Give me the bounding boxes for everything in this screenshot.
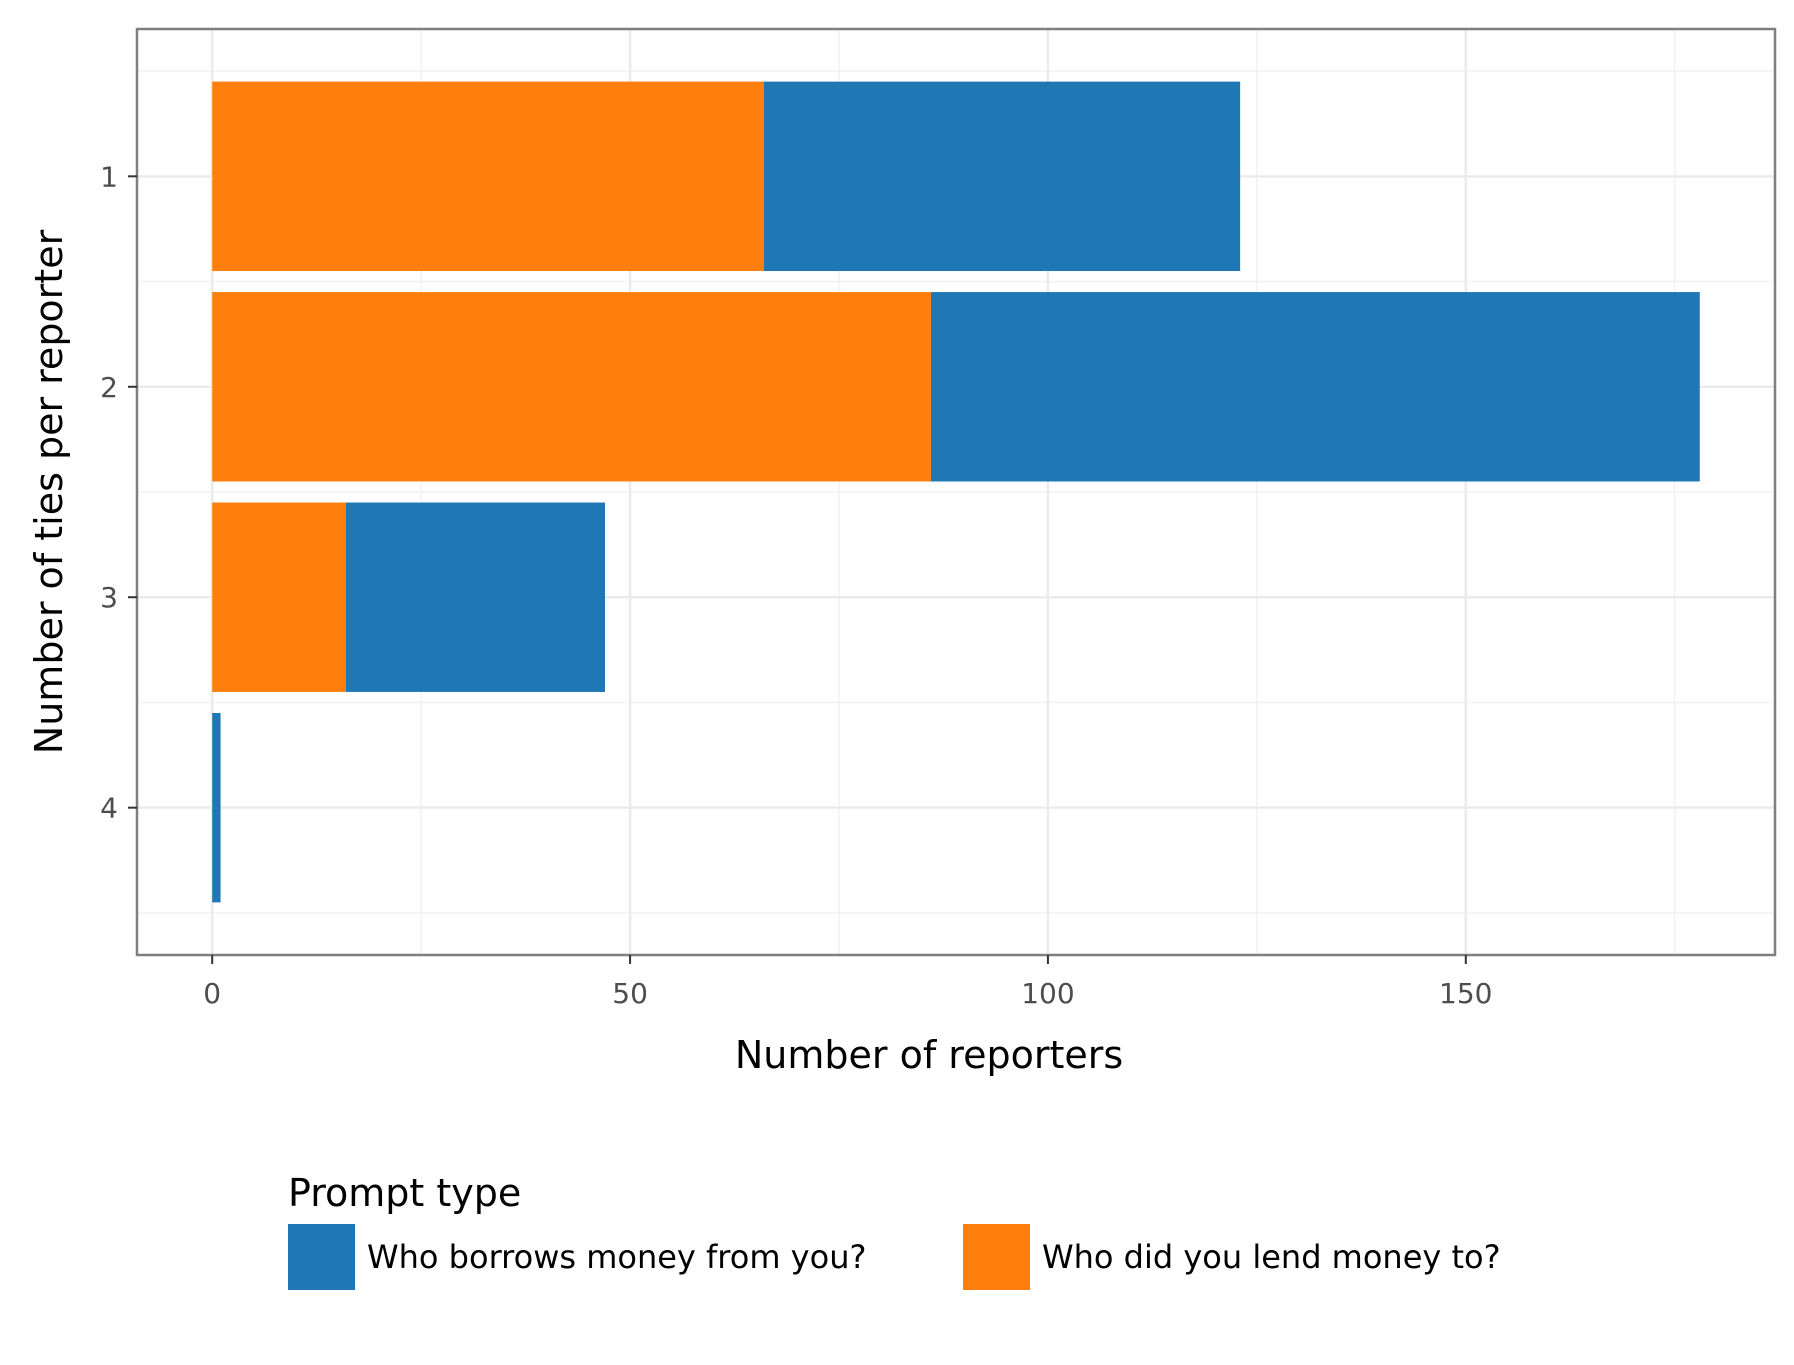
legend: Prompt type Who borrows money from you? …: [288, 1171, 1501, 1290]
x-tick-label: 100: [1021, 977, 1074, 1010]
bar-3-series-1: [345, 502, 605, 692]
legend-swatch-borrows: [288, 1224, 355, 1290]
y-axis-title: Number of ties per reporter: [27, 229, 71, 754]
legend-label-borrows: Who borrows money from you?: [367, 1238, 866, 1276]
bar-4-series-1: [212, 712, 221, 903]
bar-2-series-0: [212, 292, 931, 482]
bar-3-series-0: [212, 502, 346, 692]
x-tick-label: 0: [203, 977, 221, 1010]
bar-2-series-1: [930, 292, 1700, 482]
y-tick-label: 4: [100, 792, 118, 825]
axis-ticks: 0 50 100 150 1 2 3 4: [100, 160, 1492, 1010]
legend-swatch-lend: [963, 1224, 1030, 1290]
legend-title: Prompt type: [288, 1171, 521, 1215]
y-tick-label: 1: [100, 160, 118, 193]
y-tick-label: 3: [100, 581, 118, 614]
bar-1-series-1: [763, 81, 1241, 272]
y-tick-label: 2: [100, 371, 118, 404]
bar-1-series-0: [212, 81, 764, 272]
panel-border: [135, 27, 1777, 957]
bars: [212, 81, 1700, 903]
x-tick-label: 150: [1439, 977, 1492, 1010]
x-tick-label: 50: [612, 977, 648, 1010]
x-axis-title: Number of reporters: [735, 1033, 1123, 1077]
legend-label-lend: Who did you lend money to?: [1042, 1238, 1501, 1276]
